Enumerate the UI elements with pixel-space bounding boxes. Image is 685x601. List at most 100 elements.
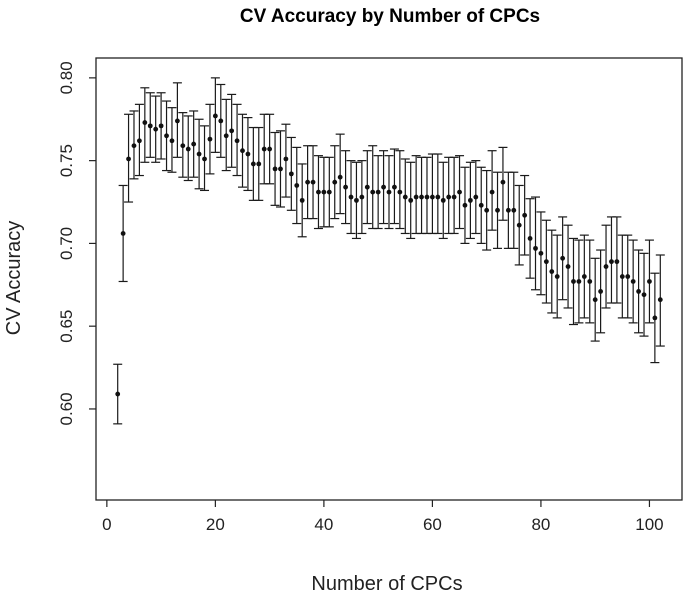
data-point [278, 166, 283, 172]
data-point [196, 151, 202, 157]
data-point [467, 197, 473, 203]
data-point [180, 143, 186, 149]
data-point [354, 197, 359, 203]
data-point [587, 279, 593, 284]
error-bar [134, 103, 144, 177]
data-point [652, 315, 658, 321]
data-point [191, 141, 197, 147]
data-point [543, 259, 549, 265]
error-bar [444, 156, 454, 235]
data-point [440, 197, 446, 203]
error-bar [634, 249, 644, 334]
error-bar [330, 145, 340, 220]
error-bar [118, 184, 128, 283]
data-point [478, 202, 484, 208]
error-bar [351, 161, 361, 240]
data-point [272, 166, 278, 172]
data-point [288, 171, 294, 177]
data-point [538, 250, 544, 256]
x-axis: 0 20 40 60 80 100 [102, 500, 664, 534]
error-bar [346, 160, 356, 235]
error-bar [547, 229, 557, 314]
data-point [332, 179, 338, 185]
error-bar [227, 93, 237, 168]
error-bar [455, 155, 465, 230]
error-bar [596, 249, 606, 334]
error-bar [205, 103, 215, 175]
y-tick-label: 0.60 [57, 392, 76, 425]
x-tick-label: 0 [102, 515, 111, 534]
data-point [630, 279, 636, 284]
error-bar [623, 234, 633, 319]
data-point [212, 113, 218, 119]
data-point [142, 120, 148, 125]
error-bar [238, 113, 247, 188]
error-bar [151, 95, 161, 163]
error-bar [379, 150, 389, 225]
data-point [223, 133, 229, 139]
error-bar [113, 363, 123, 425]
data-point [229, 128, 235, 134]
error-bar [449, 156, 459, 235]
data-point [174, 118, 180, 124]
data-point [560, 255, 566, 261]
data-point [522, 212, 528, 218]
data-point [424, 194, 430, 200]
error-bar [406, 161, 416, 240]
data-point [647, 279, 652, 284]
error-bar [574, 239, 584, 324]
data-point [565, 264, 571, 269]
error-bar [341, 150, 351, 225]
error-bar [536, 211, 546, 296]
error-bar [644, 239, 654, 324]
data-point [153, 126, 159, 132]
data-point [549, 269, 555, 274]
error-bar [590, 257, 600, 342]
data-point [202, 156, 207, 162]
plot-frame [95, 57, 683, 501]
error-bar [178, 112, 188, 178]
error-bar [243, 116, 253, 192]
error-bar [357, 160, 367, 235]
data-point [636, 289, 641, 294]
error-bar [232, 103, 242, 177]
data-point [402, 194, 408, 200]
data-point [495, 207, 500, 213]
error-bar [476, 166, 486, 245]
error-bar [395, 150, 405, 230]
data-point [419, 194, 424, 200]
error-bar [422, 156, 432, 235]
data-point [234, 138, 240, 144]
y-tick-label: 0.80 [57, 61, 76, 94]
data-point [299, 197, 305, 203]
error-bar [124, 113, 134, 203]
data-point [500, 179, 506, 185]
data-point [413, 194, 419, 200]
data-point [283, 156, 289, 162]
data-point [343, 184, 348, 190]
error-bar [275, 130, 285, 208]
data-point [370, 189, 376, 195]
error-bar [254, 126, 264, 201]
error-bar [628, 239, 638, 324]
data-point [576, 279, 582, 284]
data-point [326, 189, 332, 195]
data-point [158, 123, 164, 129]
error-bar [200, 125, 210, 192]
error-bar [460, 166, 470, 245]
error-bar [465, 161, 475, 240]
data-point [137, 138, 142, 144]
y-tick-label: 0.75 [57, 144, 76, 177]
error-bar [427, 153, 437, 235]
data-point [381, 184, 386, 190]
data-point [240, 148, 245, 154]
error-bar [541, 219, 551, 304]
data-point [609, 259, 614, 265]
error-bar [189, 110, 199, 178]
y-axis: 0.60 0.65 0.70 0.75 0.80 [57, 61, 96, 425]
error-bar [324, 156, 334, 228]
data-point [337, 174, 343, 180]
x-tick-label: 60 [423, 515, 442, 534]
error-bar [514, 184, 524, 266]
data-point [321, 189, 327, 195]
